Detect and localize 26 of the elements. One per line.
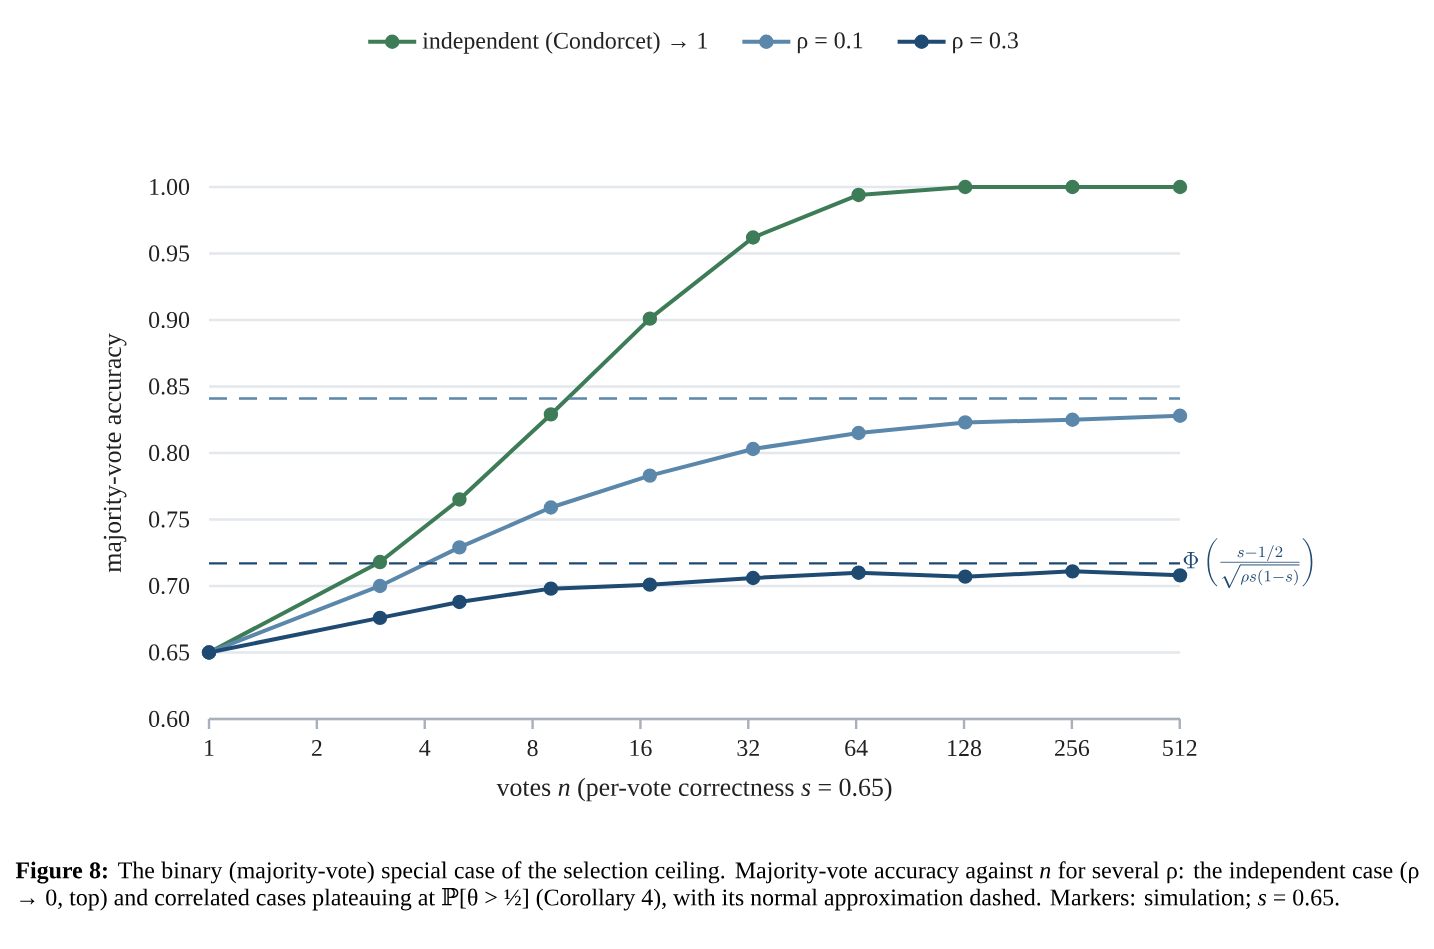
y-tick-label: 0.65: [149, 644, 190, 661]
x-tick-label: 2: [311, 740, 322, 756]
x-axis-title: votes n (per-vote correctness s = 0.65): [496, 777, 892, 802]
x-tick-label: 16: [630, 740, 652, 757]
y-tick-label: 0.70: [149, 577, 190, 595]
x-tick-label: 256: [1055, 740, 1090, 757]
y-axis-title: majority-vote accuracy: [103, 333, 127, 573]
legend-label: ρ = 0.3: [953, 32, 1018, 54]
x-tick-label: 64: [845, 740, 868, 757]
text: Figure 8: The binary (majority-vote) special case of the selection ceiling. Majority-vote accuracy against n for several ρ: the independent case (ρ → 0, top) and correlated cases plateauing at ℙ[θ > ½] (Corollary 4), with its normal approximation dashed. Markers: simulation; s = 0.65.: [15, 861, 1419, 911]
y-tick-label: 0.85: [149, 378, 190, 395]
x-tick-label: 4: [419, 740, 431, 756]
y-tick-label: 1.00: [150, 178, 190, 196]
y-tick-label: 0.80: [149, 444, 190, 462]
x-tick-label: 1: [205, 740, 214, 756]
x-tick-label: 8: [527, 740, 538, 757]
x-tick-label: 32: [737, 740, 759, 757]
y-tick-label: 0.90: [149, 311, 190, 329]
legend-label: ρ = 0.1: [797, 32, 863, 54]
y-tick-label: 0.60: [149, 710, 190, 728]
x-tick-label: 128: [948, 740, 982, 757]
legend-label: independent (Condorcet) → 1: [422, 31, 707, 54]
y-tick-label: 0.95: [149, 245, 190, 262]
y-tick-label: 0.75: [149, 511, 190, 528]
x-tick-label: 512: [1163, 740, 1197, 757]
ref-line-label: $\Phi\left(\frac{s-1/2}{\sqrt{\rho s(1-s)}}\right)$: [1183, 538, 1313, 589]
